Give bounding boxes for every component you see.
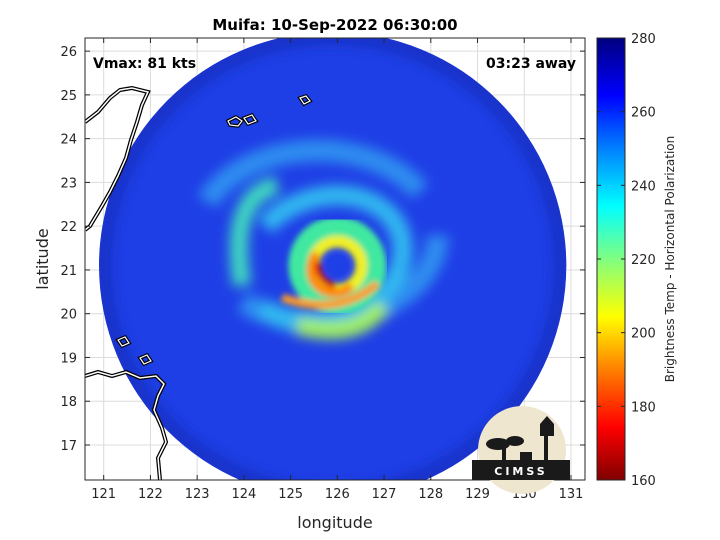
logo-disc <box>478 406 566 494</box>
x-tick-label: 129 <box>465 487 490 502</box>
y-tick-label: 24 <box>60 133 77 148</box>
x-tick-label: 128 <box>418 487 443 502</box>
vmax-annotation: Vmax: 81 kts <box>93 56 196 72</box>
colorbar-label: Brightness Temp - Horizontal Polarizatio… <box>663 136 677 383</box>
rain-band-south <box>295 299 390 340</box>
island-3-inner <box>299 95 311 105</box>
taiwan-coast <box>85 87 150 231</box>
coastlines <box>85 85 313 480</box>
chart-title: Muifa: 10-Sep-2022 06:30:00 <box>212 16 457 34</box>
colorbar <box>596 37 626 481</box>
island-5-inner <box>139 354 152 365</box>
y-tick-label: 19 <box>60 351 77 366</box>
y-tick-label: 17 <box>60 439 77 454</box>
y-tick-label: 25 <box>60 89 77 104</box>
eyewall-south-arc <box>280 280 380 309</box>
x-tick-label: 124 <box>231 487 256 502</box>
rain-band-west <box>229 176 280 288</box>
axes-frame <box>84 37 586 481</box>
colorbar-tick-label: 180 <box>631 400 656 415</box>
colorbar-tick-label: 260 <box>631 106 656 121</box>
microwave-swath <box>99 38 567 480</box>
island-1-inner <box>227 116 243 127</box>
colorbar-tick-label: 220 <box>631 253 656 268</box>
colorbar-ticks: 160 180 200 220 240 260 280 <box>597 32 656 489</box>
x-tick-label: 131 <box>559 487 584 502</box>
island-2-inner <box>243 114 257 125</box>
logo-silhouette-icon <box>486 416 554 460</box>
eyewall-red <box>314 260 336 289</box>
x-tick-label: 127 <box>372 487 397 502</box>
rain-band-mid <box>236 185 413 334</box>
x-tick-label: 125 <box>278 487 303 502</box>
x-tick-label: 126 <box>325 487 350 502</box>
axis-ticks: 121 122 123 124 125 126 127 128 129 130 1311718192… <box>60 38 585 502</box>
colorbar-tick-label: 160 <box>631 474 656 489</box>
x-tick-label: 122 <box>138 487 163 502</box>
island-4-inner <box>117 336 130 347</box>
logo-banner <box>472 460 570 480</box>
y-tick-label: 22 <box>60 220 77 235</box>
time-away-annotation: 03:23 away <box>486 56 576 72</box>
colorbar-tick-label: 200 <box>631 327 656 342</box>
eyewall-orange <box>306 250 355 298</box>
storm-eye <box>327 255 348 276</box>
y-axis-label: latitude <box>33 228 52 289</box>
y-tick-label: 23 <box>60 176 77 191</box>
luzon-coast <box>85 371 167 480</box>
y-tick-label: 21 <box>60 264 77 279</box>
colorbar-tick-label: 280 <box>631 32 656 47</box>
y-tick-label: 20 <box>60 308 77 323</box>
x-tick-label: 121 <box>91 487 116 502</box>
cimss-logo: CIMSS <box>472 406 570 494</box>
y-tick-label: 26 <box>60 45 77 60</box>
x-tick-label: 123 <box>185 487 210 502</box>
swath-edge <box>99 38 567 480</box>
logo-text: CIMSS <box>494 465 547 478</box>
colorbar-tick-label: 240 <box>631 179 656 194</box>
y-tick-label: 18 <box>60 395 77 410</box>
x-axis-label: longitude <box>297 513 372 532</box>
